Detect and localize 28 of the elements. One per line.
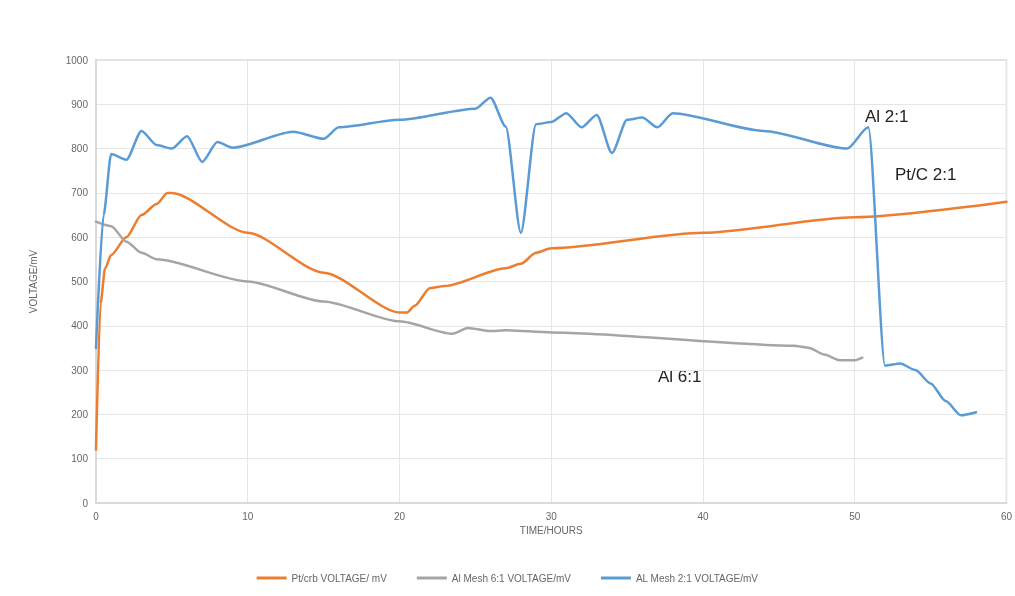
- line-series: [94, 96, 978, 417]
- x-tick-label: 50: [849, 510, 861, 522]
- annotation: Al 2:1: [865, 107, 909, 126]
- y-tick-label: 600: [71, 231, 89, 243]
- x-tick-label: 60: [1000, 510, 1013, 522]
- x-tick-label: 30: [545, 510, 558, 522]
- line-series: [94, 191, 1008, 452]
- y-tick-label: 800: [71, 143, 89, 155]
- y-tick-label: 700: [71, 187, 89, 199]
- line-series: [94, 220, 864, 362]
- y-tick-label: 300: [71, 364, 89, 376]
- x-tick-label: 40: [697, 510, 709, 522]
- y-tick-label: 1000: [65, 54, 89, 66]
- y-tick-label: 400: [71, 320, 89, 332]
- y-tick-label: 100: [71, 453, 89, 465]
- y-tick-label: 200: [71, 408, 89, 420]
- y-tick-label: 500: [71, 276, 89, 287]
- x-tick-label: 20: [393, 510, 406, 522]
- y-axis-title: VOLTAGE/mV: [27, 249, 39, 314]
- legend-label: Pt/crb VOLTAGE/ mV: [291, 572, 388, 584]
- y-tick-label: 900: [71, 98, 89, 110]
- x-tick-label: 0: [93, 510, 100, 522]
- legend-label: Al Mesh 6:1 VOLTAGE/mV: [451, 572, 572, 584]
- legend-label: AL Mesh 2:1 VOLTAGE/mV: [635, 572, 759, 584]
- annotation: Pt/C 2:1: [895, 165, 957, 184]
- x-tick-label: 10: [242, 510, 254, 522]
- y-tick-label: 0: [82, 497, 89, 509]
- x-axis-title: TIME/HOURS: [519, 525, 583, 537]
